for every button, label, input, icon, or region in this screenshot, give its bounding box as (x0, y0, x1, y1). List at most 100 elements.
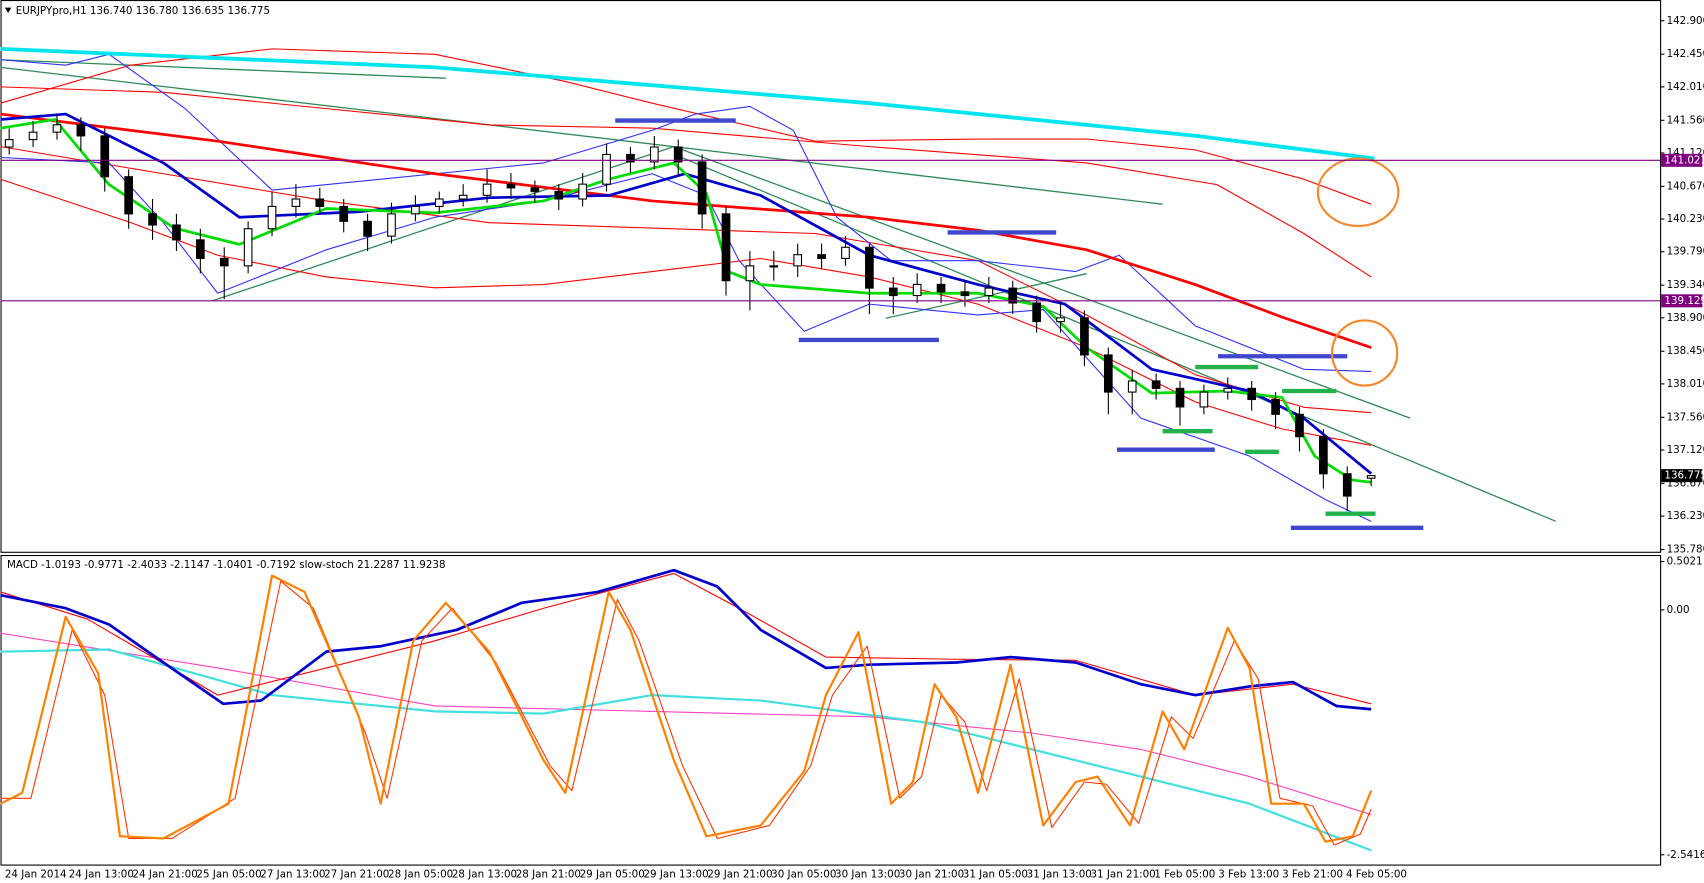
x-tick-label: 24 Jan 2014 (5, 868, 67, 880)
candle-body (769, 265, 779, 268)
indicator-line (0, 632, 1372, 816)
main-panel (0, 0, 1662, 553)
candle-body (1032, 302, 1041, 323)
price-tag-label: 141.021 (1664, 154, 1704, 166)
price-tag (1661, 294, 1703, 308)
macd-signal (0, 572, 1372, 705)
candle-body (1319, 436, 1328, 475)
candle-body (1295, 413, 1304, 438)
candle-body (195, 239, 205, 259)
x-tick-label: 25 Jan 05:00 (196, 868, 261, 880)
stoch-main (0, 574, 1373, 843)
candle-body (602, 153, 611, 185)
candle-body (721, 213, 731, 282)
trend-line (673, 153, 1557, 522)
y-tick-label: 0.5021 (1667, 556, 1703, 568)
y-tick-label: 142.900 (1667, 15, 1704, 27)
candle-body (219, 257, 229, 267)
candle-body (315, 198, 325, 207)
y-tick-label: 139.340 (1667, 279, 1704, 291)
candle-body (1247, 387, 1257, 401)
support-marks (615, 118, 1424, 531)
y-tick-label: 138.900 (1667, 312, 1704, 324)
y-tick-label: 139.790 (1667, 246, 1704, 258)
y-tick-label: 136.230 (1667, 510, 1704, 522)
candle-body (960, 291, 970, 297)
candle-body (363, 220, 372, 237)
candle-body (100, 135, 110, 178)
x-tick-label: 29 Jan 21:00 (707, 868, 772, 880)
candle-body (673, 146, 683, 163)
candle-body (649, 146, 659, 163)
x-tick-label: 30 Jan 05:00 (771, 868, 836, 880)
envelope (0, 86, 1372, 278)
x-tick-label: 1 Feb 05:00 (1154, 868, 1215, 880)
candle-body (984, 287, 994, 297)
y-tick-label: 142.010 (1667, 81, 1704, 93)
candle-body (1080, 317, 1089, 356)
candle-body (1271, 398, 1280, 415)
x-tick-label: 31 Jan 21:00 (1091, 868, 1156, 880)
x-tick-label: 29 Jan 13:00 (643, 868, 708, 880)
candle-body (554, 191, 564, 200)
main-plot (0, 46, 1557, 531)
candle-body (1223, 387, 1233, 393)
y-tick-label: 0.00 (1667, 604, 1690, 616)
candle-body (793, 254, 803, 267)
x-tick-label: 24 Jan 13:00 (69, 868, 134, 880)
candle-body (1342, 473, 1352, 497)
candle-body (936, 283, 946, 293)
candle-body (1151, 380, 1161, 389)
candle-body (745, 265, 755, 282)
candle-body (52, 124, 62, 133)
y-tick-label: 141.560 (1667, 114, 1704, 126)
indicator-panel (0, 554, 1662, 866)
x-tick-label: 30 Jan 21:00 (899, 868, 964, 880)
candle-body (434, 198, 444, 207)
candle-body (1008, 287, 1018, 304)
moving-average (0, 112, 1373, 475)
y-tick-label: 135.780 (1667, 544, 1704, 556)
candle-body (458, 194, 468, 200)
indicator-line (0, 648, 1372, 852)
candle-body (411, 205, 420, 215)
candle-body (124, 176, 134, 215)
candle-body (4, 139, 14, 148)
y-tick-label: 140.230 (1667, 213, 1704, 225)
x-tick-label: 24 Jan 21:00 (133, 868, 198, 880)
header-icon (4, 7, 12, 14)
x-tick-label: 3 Feb 21:00 (1282, 868, 1343, 880)
candle-body (339, 205, 349, 222)
candle-body (28, 131, 38, 141)
macd-line (0, 568, 1372, 711)
trend-line (673, 146, 1411, 419)
x-tick-label: 4 Feb 05:00 (1346, 868, 1407, 880)
highlight-circle (1330, 319, 1399, 387)
candle-body (387, 213, 396, 237)
candle-body (1175, 387, 1185, 408)
y-tick-label: -2.5416 (1667, 849, 1704, 861)
candle-body (243, 228, 253, 267)
candle-body (1127, 380, 1137, 393)
green-marks (1162, 364, 1376, 516)
x-tick-label: 29 Jan 05:00 (580, 868, 645, 880)
candle-body (817, 254, 826, 259)
candle-body (841, 246, 850, 259)
candle-body (912, 283, 922, 297)
chart-header: EURJPYpro,H1 136.740 136.780 136.635 136… (16, 5, 270, 17)
candle-body (865, 246, 874, 289)
y-tick-label: 142.450 (1667, 48, 1704, 60)
candle-body (1199, 391, 1209, 408)
y-tick-label: 138.450 (1667, 345, 1704, 357)
candle-body (482, 183, 492, 196)
trend-line (212, 146, 675, 302)
x-tick-label: 31 Jan 13:00 (1027, 868, 1092, 880)
candle-body (172, 224, 181, 241)
candle-body (530, 187, 540, 193)
x-tick-label: 30 Jan 13:00 (835, 868, 900, 880)
price-tag (1661, 469, 1703, 483)
y-tick-label: 140.670 (1667, 180, 1704, 192)
candle-body (1056, 317, 1065, 323)
